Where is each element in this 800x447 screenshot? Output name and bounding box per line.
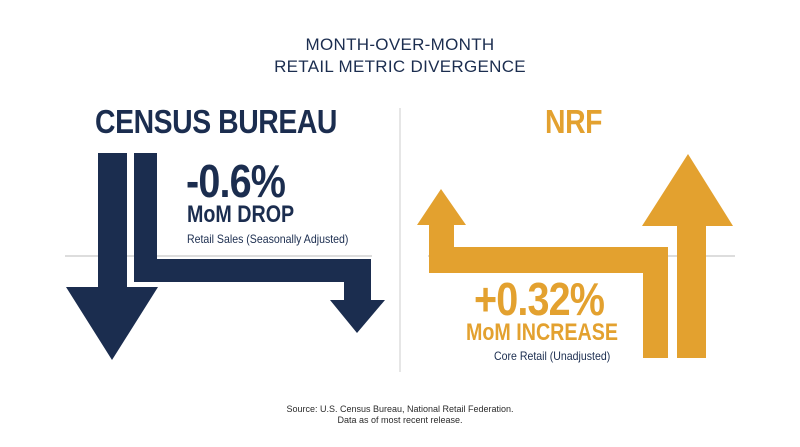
census-elbow-down-arrow — [134, 153, 385, 333]
census-heading: CENSUS BUREAU — [95, 103, 337, 140]
nrf-label: MoM INCREASE — [466, 319, 618, 346]
census-value: -0.6% — [186, 155, 286, 207]
title-line-2: RETAIL METRIC DIVERGENCE — [274, 57, 526, 76]
title-line-1: MONTH-OVER-MONTH — [305, 35, 495, 54]
nrf-value: +0.32% — [474, 273, 605, 325]
census-note: Retail Sales (Seasonally Adjusted) — [187, 232, 349, 246]
census-large-down-arrow — [66, 153, 158, 360]
source-line-2: Data as of most recent release. — [337, 415, 463, 425]
nrf-note: Core Retail (Unadjusted) — [494, 349, 611, 363]
nrf-large-up-arrow — [642, 154, 733, 358]
source-line-1: Source: U.S. Census Bureau, National Ret… — [286, 404, 514, 414]
nrf-elbow-up-arrow — [417, 189, 668, 358]
nrf-heading: NRF — [545, 103, 603, 140]
census-label: MoM DROP — [187, 201, 295, 228]
